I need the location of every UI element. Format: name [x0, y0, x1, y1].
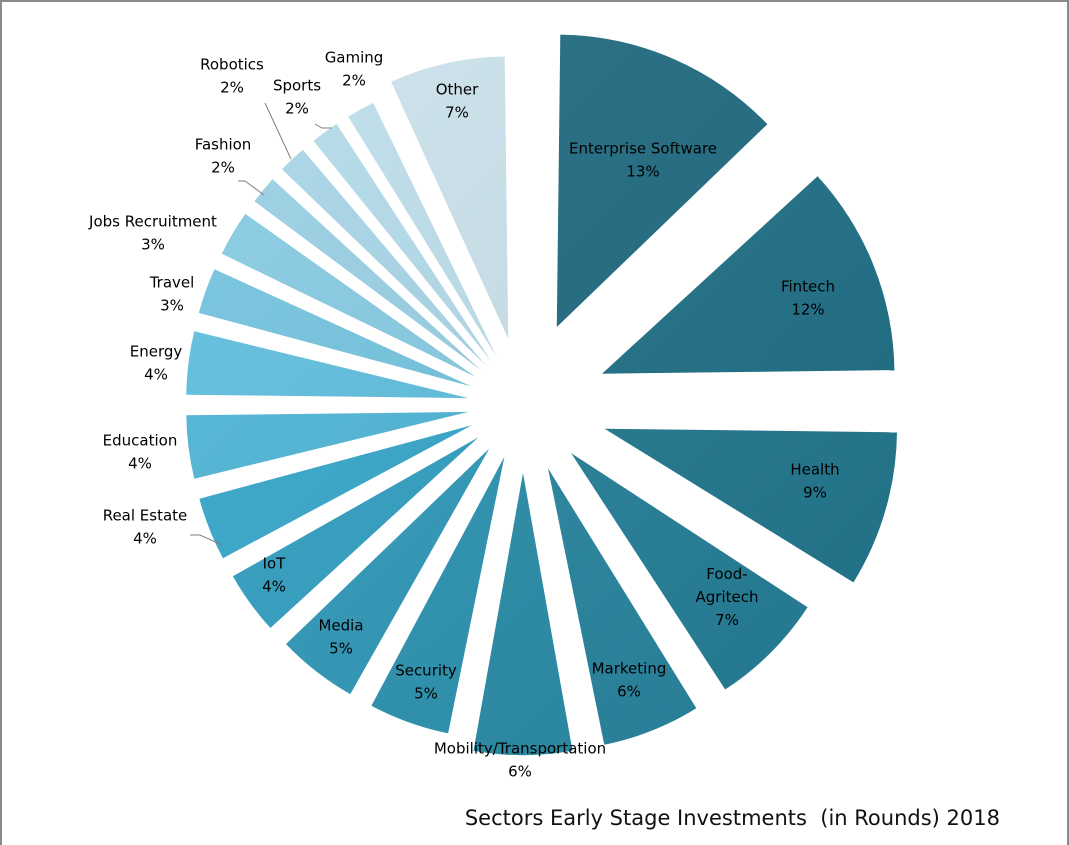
slice-value-real-estate: 4%: [133, 530, 157, 548]
slice-category-real-estate: Real Estate: [103, 507, 188, 525]
slice-value-gaming: 2%: [342, 72, 366, 90]
slice-value-media: 5%: [329, 640, 353, 658]
slice-value-education: 4%: [128, 455, 152, 473]
slice-value-jobs-recruitment: 3%: [141, 236, 165, 254]
slice-value-marketing: 6%: [617, 683, 641, 701]
slice-label-fashion: Fashion 2%: [195, 136, 252, 177]
slice-label-education: Education 4%: [103, 432, 178, 473]
slice-label-food-agritech: Food- Agritech 7%: [696, 565, 759, 629]
slice-value-robotics: 2%: [220, 79, 244, 97]
slice-value-food-agritech: 7%: [715, 611, 739, 629]
slice-category-sports: Sports: [273, 77, 321, 95]
slice-value-energy: 4%: [144, 366, 168, 384]
leader-line-fashion: [238, 180, 265, 196]
slice-category-food-agritech: Food-: [706, 565, 747, 583]
slice-label-marketing: Marketing 6%: [592, 660, 667, 701]
slice-label-media: Media 5%: [318, 617, 363, 658]
slice-label-fintech: Fintech 12%: [781, 278, 835, 319]
slice-category-education: Education: [103, 432, 178, 450]
slice-label-mobility-transportation: Mobility/Transportation 6%: [434, 740, 606, 781]
slice-category-jobs-recruitment: Jobs Recruitment: [88, 213, 217, 231]
slice-category-marketing: Marketing: [592, 660, 667, 678]
chart-title: Sectors Early Stage Investments (in Roun…: [464, 806, 1000, 830]
slice-label-sports: Sports 2%: [273, 77, 321, 118]
slice-value-sports: 2%: [285, 100, 309, 118]
slice-value-health: 9%: [803, 484, 827, 502]
leader-line-real-estate: [190, 534, 223, 546]
slice-label-energy: Energy 4%: [130, 343, 183, 384]
slice-category-energy: Energy: [130, 343, 183, 361]
slice-label-other: Other 7%: [436, 81, 479, 122]
slice-value-fashion: 2%: [211, 159, 235, 177]
slice-category-travel: Travel: [149, 274, 195, 292]
slice-category-security: Security: [395, 662, 457, 680]
slice-category-other: Other: [436, 81, 479, 99]
slice-value-travel: 3%: [160, 297, 184, 315]
slice-value-iot: 4%: [262, 578, 286, 596]
slice-label-travel: Travel 3%: [149, 274, 195, 315]
leader-line-robotics: [264, 102, 292, 160]
slice-value-security: 5%: [414, 685, 438, 703]
slice-category-food-agritech: Agritech: [696, 588, 759, 606]
slice-category-enterprise-software: Enterprise Software: [569, 140, 717, 158]
slice-category-iot: IoT: [263, 555, 287, 573]
slice-category-media: Media: [318, 617, 363, 635]
slice-label-real-estate: Real Estate 4%: [103, 507, 188, 548]
slice-category-fashion: Fashion: [195, 136, 252, 154]
slice-category-gaming: Gaming: [325, 49, 384, 67]
leader-line-sports: [314, 123, 332, 129]
slice-value-other: 7%: [445, 104, 469, 122]
slice-label-robotics: Robotics 2%: [200, 56, 264, 97]
slice-category-robotics: Robotics: [200, 56, 264, 74]
slice-category-mobility-transportation: Mobility/Transportation: [434, 740, 606, 758]
slice-label-enterprise-software: Enterprise Software 13%: [569, 140, 717, 181]
slice-label-security: Security 5%: [395, 662, 457, 703]
slice-label-health: Health 9%: [790, 461, 839, 502]
slice-value-mobility-transportation: 6%: [508, 763, 532, 781]
slice-value-enterprise-software: 13%: [626, 163, 659, 181]
slice-label-iot: IoT 4%: [262, 555, 286, 596]
slice-category-fintech: Fintech: [781, 278, 835, 296]
slice-label-jobs-recruitment: Jobs Recruitment 3%: [88, 213, 217, 254]
slice-value-fintech: 12%: [791, 301, 824, 319]
slice-label-gaming: Gaming 2%: [325, 49, 384, 90]
slice-category-health: Health: [790, 461, 839, 479]
